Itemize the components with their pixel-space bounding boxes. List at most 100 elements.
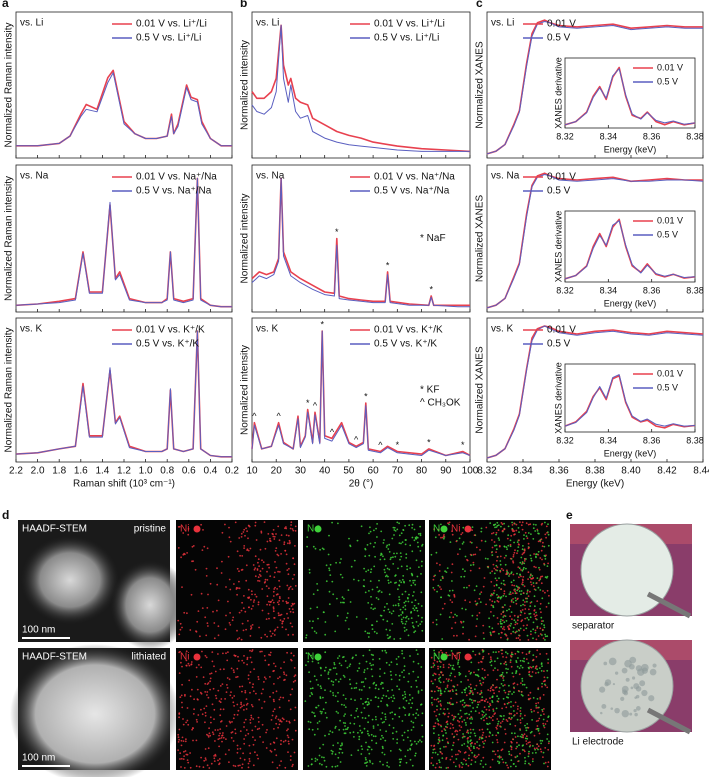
element-dot bbox=[471, 690, 473, 692]
element-dot bbox=[474, 699, 477, 702]
element-dot bbox=[251, 593, 253, 596]
element-dot bbox=[191, 545, 194, 548]
element-dot bbox=[209, 716, 212, 719]
element-dot bbox=[356, 539, 359, 542]
legend-label: 0.5 V vs. Na⁺/Na bbox=[136, 186, 212, 197]
element-dot bbox=[400, 555, 403, 558]
element-dot bbox=[442, 666, 445, 669]
panel-letter: e bbox=[566, 508, 573, 522]
element-dot bbox=[539, 696, 542, 699]
element-dot bbox=[273, 728, 275, 730]
element-dot bbox=[272, 529, 275, 531]
element-dot bbox=[434, 678, 437, 681]
element-dot bbox=[386, 544, 389, 547]
element-dot bbox=[191, 728, 194, 731]
scale-label: 100 nm bbox=[22, 625, 55, 636]
element-dot bbox=[388, 611, 391, 613]
element-dot bbox=[491, 719, 494, 722]
element-dot bbox=[453, 717, 455, 720]
element-dot bbox=[478, 747, 480, 750]
element-dot bbox=[445, 756, 448, 759]
element-dot bbox=[252, 683, 255, 686]
element-dot bbox=[447, 666, 450, 669]
element-dot bbox=[184, 695, 186, 697]
element-dot bbox=[482, 655, 485, 658]
x-tick-label: 8.34 bbox=[600, 435, 618, 445]
element-dot bbox=[329, 574, 332, 576]
element-dot bbox=[388, 664, 391, 666]
element-dot bbox=[517, 760, 519, 763]
element-dot bbox=[376, 586, 379, 589]
element-dot bbox=[404, 604, 407, 607]
element-dot bbox=[233, 583, 235, 585]
element-dot bbox=[494, 712, 496, 715]
element-dot bbox=[214, 729, 217, 731]
panel-letter: c bbox=[476, 0, 483, 10]
element-dot bbox=[263, 655, 266, 657]
element-dot bbox=[400, 758, 403, 761]
element-dot bbox=[508, 624, 511, 627]
element-dot bbox=[501, 523, 504, 526]
element-dot bbox=[321, 547, 324, 550]
x-tick-label: 8.44 bbox=[693, 466, 709, 477]
element-dot bbox=[368, 752, 371, 755]
element-dot bbox=[498, 632, 500, 635]
element-dot bbox=[509, 661, 512, 664]
element-dot bbox=[221, 740, 223, 743]
legend-label: 0.01 V bbox=[657, 215, 683, 225]
element-dot bbox=[412, 607, 415, 610]
element-dot bbox=[463, 743, 466, 745]
element-dot bbox=[290, 652, 293, 655]
element-dot bbox=[477, 668, 480, 671]
element-dot bbox=[390, 556, 392, 559]
element-dot bbox=[242, 531, 245, 533]
element-dot bbox=[512, 683, 515, 685]
element-dot bbox=[288, 721, 291, 724]
element-dot bbox=[222, 652, 224, 655]
element-dot bbox=[537, 745, 540, 748]
element-dot bbox=[473, 754, 476, 757]
element-dot bbox=[220, 698, 223, 700]
element-dot bbox=[438, 534, 440, 536]
element-dot bbox=[493, 630, 496, 633]
element-dot bbox=[241, 685, 244, 688]
element-dot bbox=[476, 618, 478, 620]
element-dot bbox=[379, 668, 381, 670]
element-dot bbox=[539, 577, 542, 580]
element-dot bbox=[294, 679, 297, 682]
element-dot bbox=[514, 597, 517, 599]
element-dot bbox=[527, 694, 530, 696]
element-dot bbox=[526, 591, 529, 593]
element-dot bbox=[355, 654, 357, 657]
element-dot bbox=[247, 588, 250, 591]
element-dot bbox=[528, 670, 531, 673]
element-dot bbox=[255, 692, 257, 695]
element-dot bbox=[521, 553, 524, 556]
element-dot bbox=[409, 758, 412, 761]
element-dot bbox=[279, 720, 281, 723]
series-line bbox=[15, 177, 232, 308]
element-dot bbox=[542, 756, 544, 758]
element-dot bbox=[448, 712, 450, 715]
element-dot bbox=[543, 624, 545, 627]
element-dot bbox=[496, 695, 498, 698]
element-dot bbox=[362, 681, 365, 683]
element-dot bbox=[446, 684, 449, 687]
element-dot bbox=[419, 534, 422, 537]
element-dot bbox=[533, 747, 536, 750]
peak-marker: * bbox=[429, 284, 433, 294]
element-dot bbox=[430, 680, 433, 683]
element-dot bbox=[343, 715, 345, 717]
element-dot bbox=[357, 579, 360, 582]
element-dot bbox=[327, 673, 330, 675]
element-dot bbox=[545, 536, 547, 539]
element-dot bbox=[542, 751, 545, 754]
element-dot bbox=[483, 715, 486, 717]
element-dot bbox=[469, 717, 471, 720]
element-dot bbox=[497, 755, 499, 758]
element-dot bbox=[437, 734, 440, 736]
element-dot bbox=[401, 671, 403, 673]
element-dot bbox=[500, 625, 503, 628]
element-dot bbox=[473, 534, 476, 536]
element-dot bbox=[385, 730, 387, 733]
